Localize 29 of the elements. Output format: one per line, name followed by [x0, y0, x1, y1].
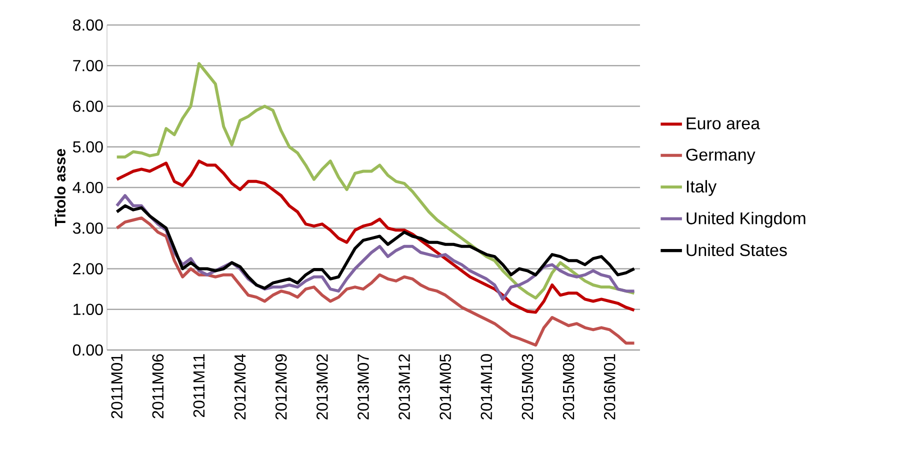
- x-tick-label: 2012M04: [234, 354, 246, 420]
- y-tick-label: 8.00: [73, 19, 103, 31]
- x-tick-label: 2011M01: [111, 354, 123, 418]
- legend-label: Italy: [687, 180, 717, 196]
- y-tick-label: 2.00: [73, 263, 103, 274]
- y-tick-label: 6.00: [73, 100, 103, 112]
- y-tick-label: 1.00: [74, 304, 103, 316]
- x-tick-label: 2012M09: [275, 354, 287, 420]
- x-tick-label: 2011M06: [152, 354, 164, 418]
- y-axis-title: Titolo asse: [54, 148, 66, 226]
- x-tick-label: 2013M02: [316, 354, 328, 420]
- x-tick-label: 2014M10: [480, 354, 492, 420]
- y-tick-label: 4.00: [72, 182, 103, 194]
- y-tick-label: 7.00: [73, 60, 103, 72]
- x-tick-label: 2011M11: [193, 354, 205, 418]
- x-tick-label: 2016M01: [604, 354, 616, 420]
- line-series: [115, 204, 636, 290]
- legend-label: Euro area: [686, 118, 760, 130]
- y-tick-label: 5.00: [72, 141, 103, 153]
- y-tick-label: 3.00: [72, 222, 103, 234]
- legend-label: United Kingdom: [686, 212, 806, 228]
- legend-label: United States: [686, 244, 787, 256]
- x-tick-label: 2015M08: [562, 354, 574, 420]
- x-tick-label: 2013M12: [398, 354, 410, 420]
- x-tick-label: 2014M05: [440, 354, 452, 420]
- y-tick-label: 0.00: [72, 344, 103, 356]
- x-tick-label: 2013M07: [358, 354, 369, 420]
- x-tick-label: 2015M03: [522, 354, 534, 420]
- legend-label: Germany: [686, 148, 756, 164]
